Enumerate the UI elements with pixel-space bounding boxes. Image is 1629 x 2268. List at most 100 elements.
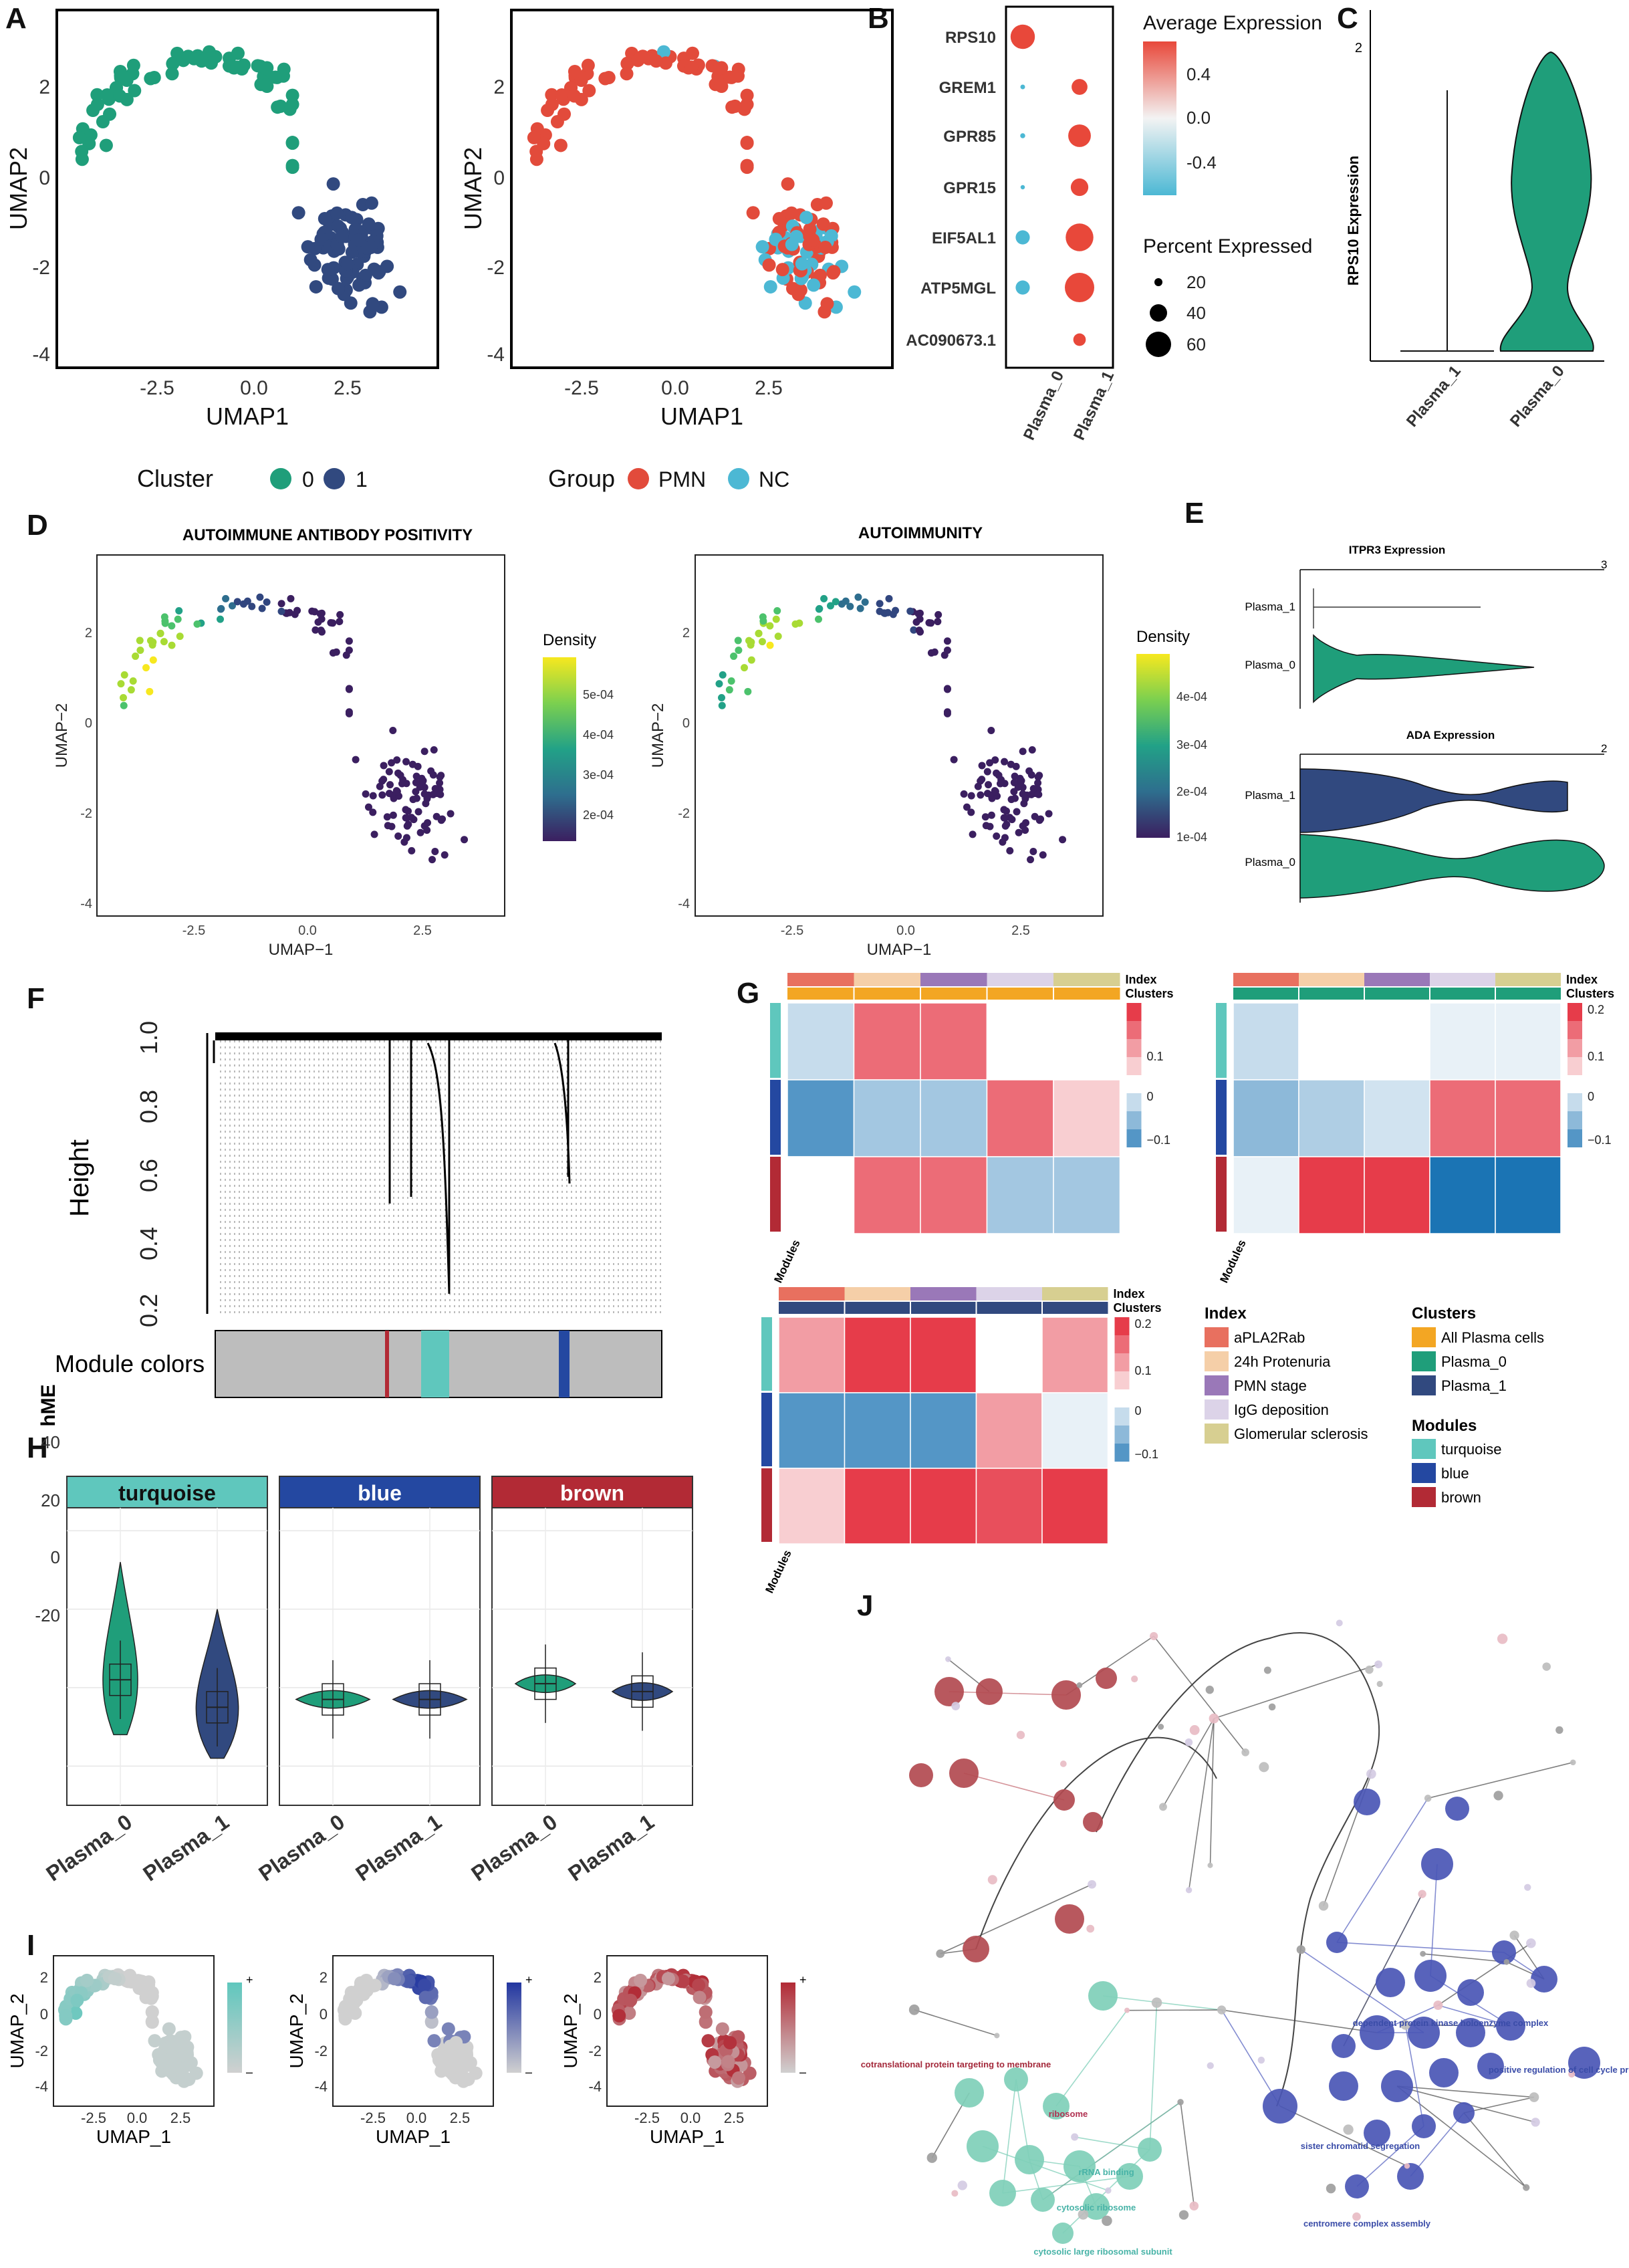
a-group-pmn-label: PMN [658, 467, 706, 491]
j-edge [1300, 1949, 1424, 2033]
g-heat-cell [975, 1317, 1043, 1393]
a-left-point [318, 212, 332, 226]
d-point [146, 637, 154, 645]
a-group-pmn-swatch [628, 468, 649, 489]
g-legend-cluster-label: All Plasma cells [1441, 1329, 1544, 1346]
g-scale-tick: −0.1 [1147, 1133, 1171, 1147]
d-point [258, 604, 266, 612]
f-dendrogram-top [215, 1032, 662, 1040]
j-backbone [1096, 1632, 1380, 2107]
b-size-40 [1150, 304, 1167, 322]
a-left-point [285, 136, 299, 150]
a-right-point [740, 160, 754, 175]
i-ytick: -4 [314, 2078, 328, 2095]
j-node [1457, 1979, 1484, 2006]
panel-d: AUTOIMMUNE ANTIBODY POSITIVITY AUTOIMMUN… [53, 524, 1207, 959]
g-legend-index-title: Index [1205, 1305, 1247, 1323]
g-legend-cluster-label: Plasma_0 [1441, 1353, 1507, 1370]
g-module-cell [761, 1468, 772, 1542]
f-branch-curve [426, 1042, 451, 1294]
g-legend-cluster-label: Plasma_1 [1441, 1377, 1507, 1394]
d-point [364, 803, 372, 811]
d-point [352, 756, 360, 764]
e-itpr3-violin-plasma0 [1313, 634, 1535, 703]
d-point [400, 838, 408, 846]
j-node [1259, 1762, 1269, 1773]
j-node [1053, 1789, 1075, 1811]
d-point [991, 756, 999, 764]
j-edge [949, 1691, 1067, 1696]
d-point [386, 781, 394, 789]
a-group-legend-title: Group [548, 465, 615, 492]
j-node [1059, 1761, 1067, 1767]
panel-label-j: J [857, 1589, 873, 1622]
d-point [380, 762, 388, 770]
h-ytick-m20: -20 [35, 1605, 60, 1625]
g-heat-cell [975, 1468, 1043, 1545]
e-ada-ylabel-plasma0: Plasma_0 [1245, 856, 1295, 869]
d-point [846, 602, 854, 610]
g-heat-cell [853, 1079, 921, 1157]
d-point [248, 602, 256, 610]
d-point [815, 605, 823, 613]
d-point [336, 618, 344, 626]
a-right-point [581, 58, 595, 72]
j-node [908, 2004, 920, 2015]
a-left-xtick-m25: -2.5 [140, 377, 174, 399]
g-heat-cell [975, 1392, 1043, 1469]
d-point [1015, 828, 1023, 836]
a-right-point [598, 72, 612, 86]
a-right-point [684, 60, 699, 74]
j-node [1071, 2133, 1079, 2141]
j-node [1318, 1901, 1329, 1911]
j-node [987, 1875, 997, 1885]
a-right-point [775, 263, 789, 277]
d-point [385, 790, 393, 798]
a-left-frame [55, 9, 439, 369]
g-scale-tick: −0.1 [1135, 1448, 1159, 1461]
d-point [1014, 783, 1022, 791]
j-node [1453, 2102, 1475, 2124]
d-point [308, 607, 316, 615]
g-scale-step [1126, 1111, 1142, 1129]
d-point [120, 671, 128, 679]
d-point [987, 811, 995, 819]
i-point [360, 1973, 374, 1987]
j-node [1523, 2184, 1530, 2191]
i-legend-minus: – [246, 2065, 253, 2079]
h-facet-frame [279, 1507, 481, 1806]
d-point [1027, 856, 1035, 864]
h-xtick: Plasma_1 [563, 1809, 658, 1886]
g-heat-cell [910, 1317, 977, 1393]
j-node [1055, 1904, 1084, 1934]
e-itpr3-ylabel-plasma0: Plasma_0 [1245, 659, 1295, 671]
a-right-point [781, 177, 795, 191]
g-module-cell [770, 1080, 781, 1155]
a-left-point [330, 206, 344, 220]
a-left-point [86, 104, 100, 118]
c-xtick-plasma1: Plasma_1 [1403, 362, 1465, 431]
j-node [976, 1678, 1003, 1705]
j-node [1424, 1795, 1432, 1802]
j-edge [1074, 2136, 1150, 2150]
j-label-rrna: rRNA binding [1078, 2167, 1134, 2177]
a-right-point [582, 84, 596, 98]
a-left-point [321, 263, 335, 277]
g-legend-index-swatch [1205, 1375, 1229, 1395]
g-heat-cell [986, 1156, 1054, 1234]
d-point [925, 618, 933, 627]
d-left-ytick-2: 2 [85, 626, 92, 641]
h-facet-label: brown [560, 1481, 624, 1505]
d-right-ytick-m2: -2 [678, 806, 690, 821]
d-left-ytick-m4: -4 [80, 897, 92, 911]
g-scale-step [1114, 1371, 1130, 1389]
e-ada-title: ADA Expression [1406, 729, 1495, 742]
d-point [277, 607, 285, 615]
j-node [1360, 2015, 1394, 2050]
j-node [1296, 1945, 1305, 1954]
d-point [943, 709, 951, 717]
d-point [362, 790, 370, 798]
j-node [1418, 1890, 1426, 1898]
i-ytick: -2 [314, 2043, 328, 2059]
j-node [1150, 1631, 1158, 1641]
